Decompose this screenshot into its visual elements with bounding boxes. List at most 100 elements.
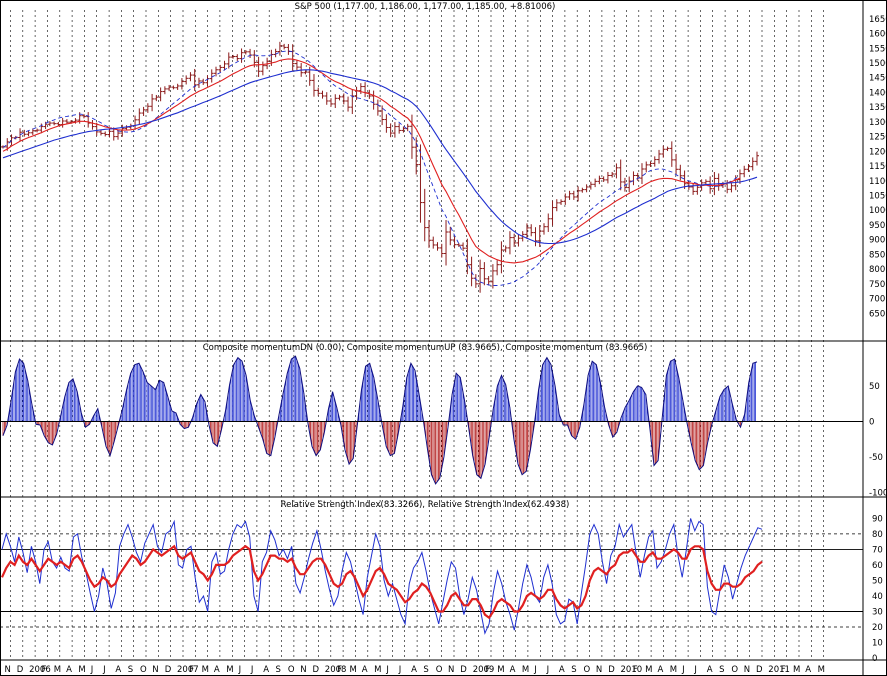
month-label: A (658, 665, 664, 675)
month-label: 2007 (177, 665, 199, 675)
rsi-y-tick: 10 (872, 639, 883, 649)
month-label: J (102, 665, 106, 675)
price-y-tick: 1050 (869, 192, 887, 202)
price-ma-slow-line (2, 69, 758, 245)
month-label: M (78, 665, 85, 675)
rsi-reference-lines (0, 533, 863, 628)
month-label: N (300, 665, 306, 675)
price-y-tick: 1000 (869, 206, 887, 216)
month-label: S (719, 665, 724, 675)
month-label: F (485, 665, 490, 675)
rsi-y-tick: 50 (872, 576, 883, 586)
price-y-tick: 1650 (869, 15, 887, 25)
momentum-y-tick: 0 (869, 418, 874, 428)
month-label: D (756, 665, 763, 675)
month-label: M (645, 665, 652, 675)
rsi-y-axis: 90 80 70 60 50 40 30 20 10 0 (872, 514, 883, 664)
month-label: A (559, 665, 565, 675)
month-label: J (398, 665, 402, 675)
momentum-panel-title: Composite momentumDN (0.00), Composite m… (203, 343, 648, 353)
rsi-y-tick: 30 (872, 608, 883, 618)
rsi-y-tick: 70 (872, 545, 883, 555)
month-label: M (497, 665, 504, 675)
price-panel-title: S&P 500 (1,177.00, 1,186.00, 1,177.00, 1… (295, 2, 556, 12)
month-label: N (5, 665, 11, 675)
month-label: J (533, 665, 537, 675)
price-y-tick: 1100 (869, 177, 887, 187)
momentum-y-tick: 50 (869, 382, 880, 392)
month-label: M (818, 665, 825, 675)
month-label: F (337, 665, 342, 675)
price-y-tick: 1450 (869, 74, 887, 84)
month-label: M (793, 665, 800, 675)
month-label: D (165, 665, 172, 675)
price-y-tick: 1250 (869, 133, 887, 143)
month-label: O (731, 665, 738, 675)
month-label: A (510, 665, 516, 675)
month-label: O (584, 665, 591, 675)
rsi-y-tick: 80 (872, 530, 883, 540)
month-label: O (288, 665, 295, 675)
rsi-y-tick: 90 (872, 514, 883, 524)
month-label: J (693, 665, 697, 675)
rsi-line-slow (0, 544, 763, 620)
month-label: N (448, 665, 454, 675)
price-y-tick: 700 (869, 295, 885, 305)
month-label: S (276, 665, 281, 675)
month-label: J (238, 665, 242, 675)
month-label: 2006 (29, 665, 51, 675)
month-label: J (546, 665, 550, 675)
price-y-tick: 850 (869, 250, 885, 260)
momentum-panel: Composite momentumDN (0.00), Composite m… (0, 343, 887, 499)
month-label: J (385, 665, 389, 675)
price-y-tick: 1300 (869, 118, 887, 128)
price-y-tick: 1550 (869, 44, 887, 54)
month-label: F (189, 665, 194, 675)
month-label: M (374, 665, 381, 675)
month-label: M (226, 665, 233, 675)
month-label: 2011 (768, 665, 790, 675)
price-y-tick: 1200 (869, 147, 887, 157)
price-y-tick: 1400 (869, 88, 887, 98)
month-label: A (707, 665, 713, 675)
month-label: A (263, 665, 269, 675)
month-label: O (140, 665, 147, 675)
month-label: N (744, 665, 750, 675)
month-label: M (202, 665, 209, 675)
price-y-tick: 1500 (869, 59, 887, 69)
price-y-tick: 650 (869, 309, 885, 319)
month-label: A (362, 665, 368, 675)
month-label: M (350, 665, 357, 675)
price-y-tick: 1350 (869, 103, 887, 113)
month-label: S (423, 665, 428, 675)
rsi-y-tick: 20 (872, 623, 883, 633)
month-label: A (214, 665, 220, 675)
price-y-tick: 950 (869, 221, 885, 231)
month-label: 2009 (473, 665, 495, 675)
month-label: S (571, 665, 576, 675)
momentum-outline (2, 355, 758, 485)
price-y-axis: 650 700 750 800 850 900 950 1000 1050 1100 1150 120… (869, 15, 887, 319)
month-label: N (152, 665, 158, 675)
price-y-tick: 1600 (869, 30, 887, 40)
rsi-line-fast (1, 518, 763, 635)
month-label: N (596, 665, 602, 675)
month-label: F (42, 665, 47, 675)
rsi-panel-title: Relative Strength Index(83.3266), Relati… (281, 500, 570, 510)
month-label: J (250, 665, 254, 675)
month-label: F (781, 665, 786, 675)
month-label: J (90, 665, 94, 675)
rsi-y-tick: 60 (872, 561, 883, 571)
month-label: 2010 (621, 665, 643, 675)
momentum-histogram (2, 356, 756, 484)
gridlines (10, 10, 824, 660)
rsi-y-tick: 40 (872, 592, 883, 602)
month-label: S (128, 665, 133, 675)
month-label: A (805, 665, 811, 675)
month-label: D (313, 665, 320, 675)
price-ma-dashed-line (2, 50, 741, 286)
month-label: M (670, 665, 677, 675)
momentum-y-tick: -50 (869, 453, 883, 463)
